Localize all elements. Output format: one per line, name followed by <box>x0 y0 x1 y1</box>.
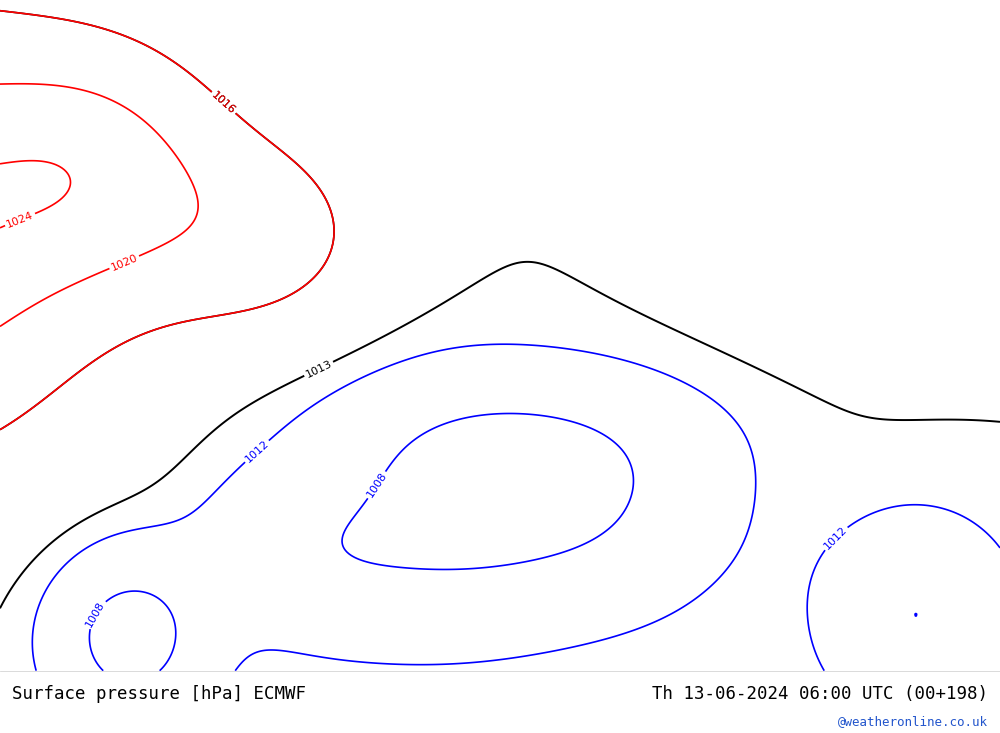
Text: 1016: 1016 <box>210 89 237 116</box>
Text: 1012: 1012 <box>243 438 271 465</box>
Text: Surface pressure [hPa] ECMWF: Surface pressure [hPa] ECMWF <box>12 685 306 704</box>
Text: 1020: 1020 <box>109 252 139 273</box>
Text: @weatheronline.co.uk: @weatheronline.co.uk <box>838 715 988 728</box>
Text: 1008: 1008 <box>84 600 107 629</box>
Text: 1016: 1016 <box>210 89 237 116</box>
Text: 1024: 1024 <box>5 210 35 229</box>
Text: 1013: 1013 <box>304 358 333 380</box>
Text: Th 13-06-2024 06:00 UTC (00+198): Th 13-06-2024 06:00 UTC (00+198) <box>652 685 988 704</box>
Text: 1012: 1012 <box>822 525 849 551</box>
Text: 1008: 1008 <box>365 471 389 499</box>
